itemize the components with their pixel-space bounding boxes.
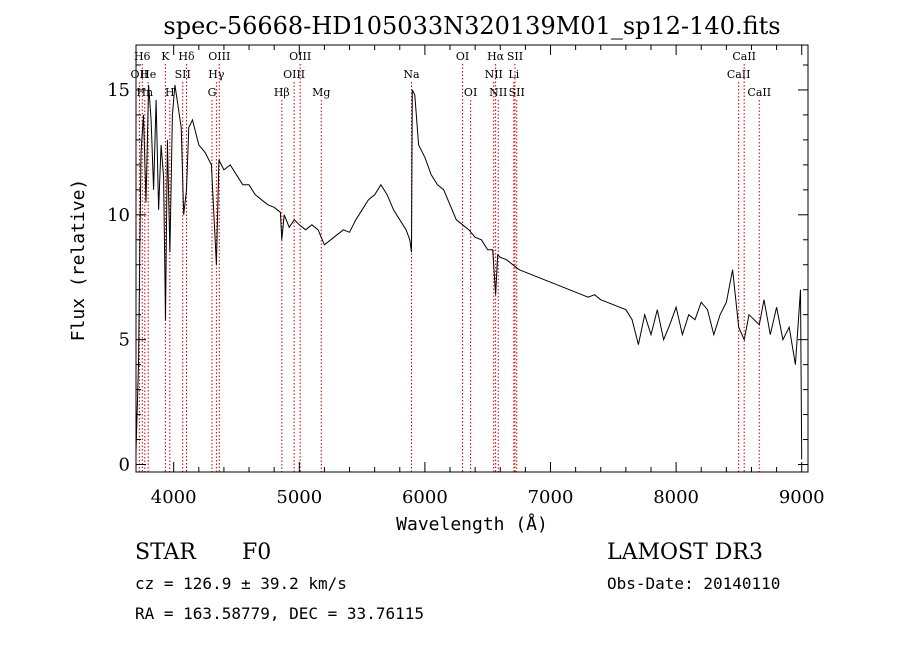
coordinates-text: RA = 163.58779, DEC = 33.76115: [135, 604, 424, 623]
x-tick-label-3: 7000: [528, 487, 574, 508]
survey-label: LAMOST DR3: [607, 540, 763, 565]
obs-date-text: Obs-Date: 20140110: [607, 574, 781, 593]
x-tick-label-2: 6000: [402, 487, 448, 508]
x-tick-label-5: 9000: [779, 487, 825, 508]
line-label-0: OII: [131, 68, 149, 81]
spectrum-line: [135, 84, 803, 460]
x-tick-label-1: 5000: [276, 487, 322, 508]
line-label-8: OIII: [208, 50, 230, 63]
redshift-text: cz = 126.9 ± 39.2 km/s: [135, 574, 347, 593]
line-label-26: CaII: [747, 86, 771, 99]
x-tick-label-0: 4000: [151, 487, 197, 508]
line-label-25: CaII: [732, 50, 756, 63]
subclass-label: F0: [242, 540, 272, 565]
line-label-20: NII: [489, 86, 507, 99]
line-label-11: Hβ: [274, 86, 290, 99]
line-label-6: SII: [175, 68, 191, 81]
line-label-21: SII: [507, 50, 523, 63]
y-tick-label-0: 0: [119, 455, 130, 476]
line-label-1: H6: [134, 50, 151, 63]
plot-frame: [135, 44, 809, 473]
line-label-15: Na: [403, 68, 420, 81]
line-label-2: Hn: [136, 86, 153, 99]
y-tick-label-3: 15: [107, 80, 130, 101]
axes: 4000 5000 6000 7000 8000 9000 0 5 10 15: [107, 45, 825, 508]
chart-title: spec-56668-HD105033N320139M01_sp12-140.f…: [163, 12, 780, 40]
spectrum-chart: spec-56668-HD105033N320139M01_sp12-140.f…: [68, 12, 825, 535]
y-axis-label: Flux (relative): [68, 179, 89, 342]
y-tick-label-2: 10: [107, 205, 130, 226]
class-label: STAR: [135, 540, 196, 565]
line-label-22: Li: [508, 68, 519, 81]
line-label-14: Mg: [312, 86, 330, 99]
line-label-23: SII: [509, 86, 525, 99]
line-label-12: OIII: [283, 68, 305, 81]
line-label-10: G: [208, 86, 217, 99]
line-label-7: Hδ: [178, 50, 195, 63]
line-label-3: He: [140, 68, 156, 81]
line-label-17: OI: [464, 86, 477, 99]
line-label-9: Hγ: [208, 68, 225, 81]
x-axis-label: Wavelength (Å): [396, 513, 548, 535]
line-label-24: CaII: [727, 68, 751, 81]
line-label-16: OI: [456, 50, 469, 63]
y-tick-label-1: 5: [119, 330, 130, 351]
line-label-18: Hα: [487, 50, 505, 63]
line-label-5: H: [165, 86, 175, 99]
line-label-19: NII: [485, 68, 503, 81]
line-label-4: K: [161, 50, 170, 63]
line-label-13: OIII: [289, 50, 311, 63]
x-tick-label-4: 8000: [653, 487, 699, 508]
